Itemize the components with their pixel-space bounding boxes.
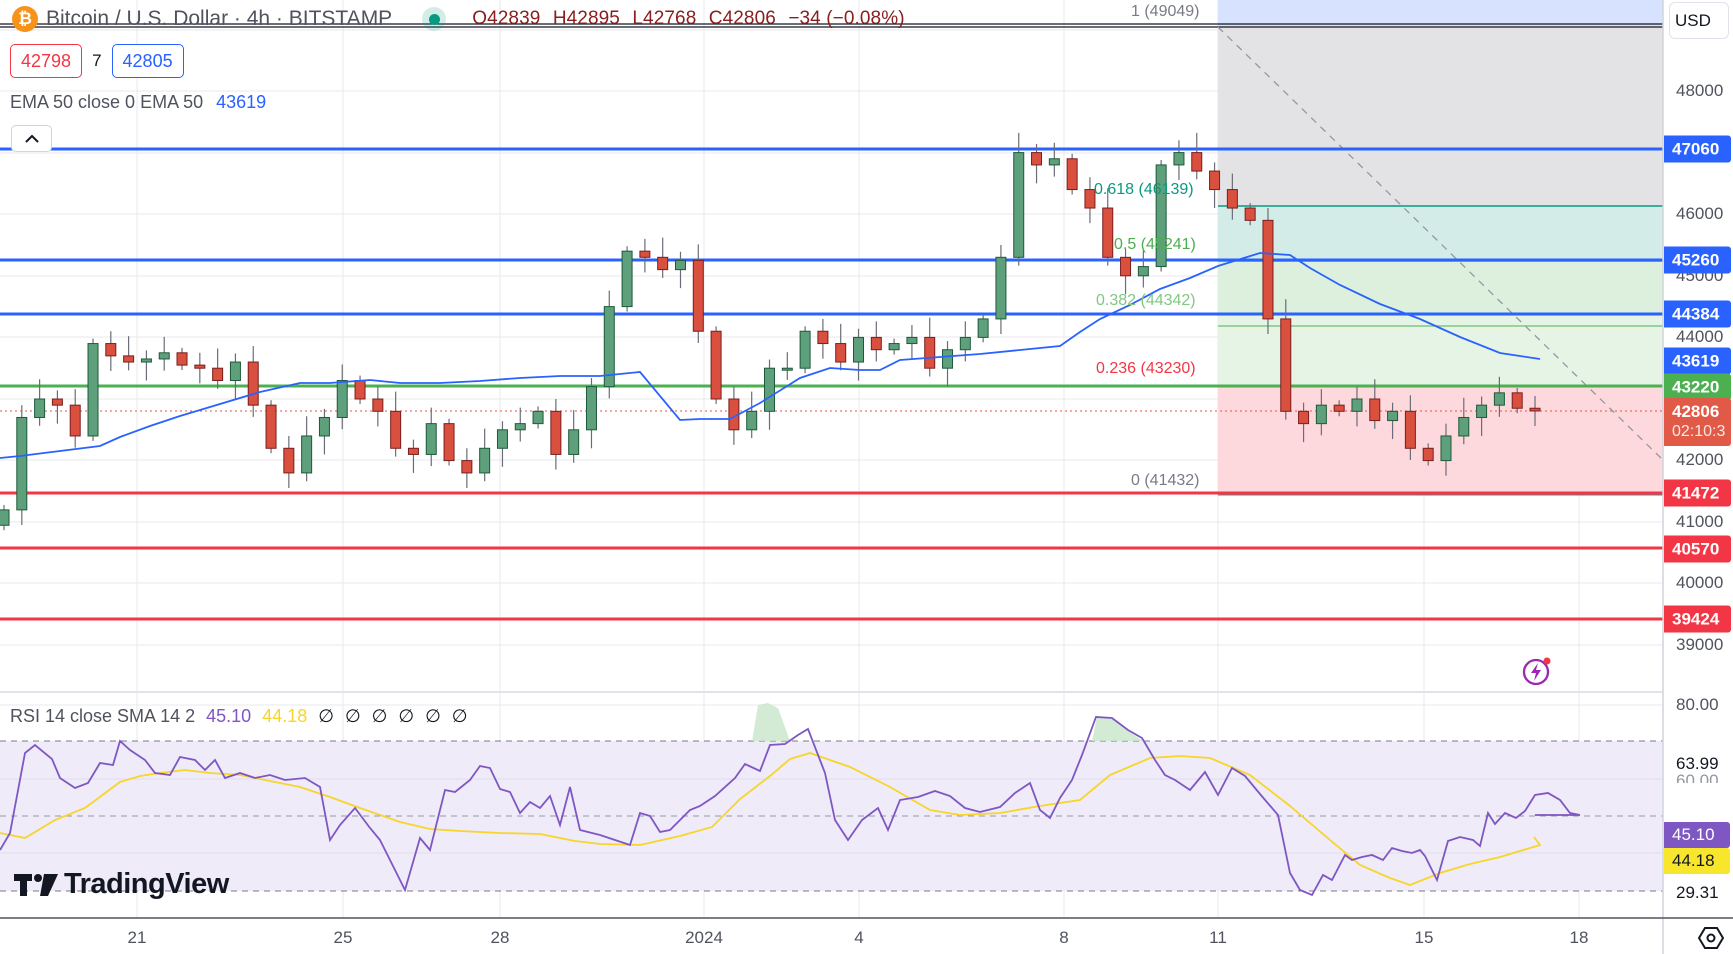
rsi-sma-line bbox=[0, 752, 1542, 886]
currency-selector[interactable]: USD bbox=[1669, 2, 1729, 39]
price-tick: 44000 bbox=[1676, 327, 1724, 346]
price-tick: 41000 bbox=[1676, 512, 1724, 531]
last-price-tag[interactable]: 42806 02:10:3 bbox=[1664, 398, 1731, 446]
time-tick: 15 bbox=[1414, 928, 1434, 947]
ema-legend-value: 43619 bbox=[216, 92, 267, 112]
rsi-legend[interactable]: RSI 14 close SMA 14 2 45.10 44.18 ∅ ∅ ∅ … bbox=[10, 706, 467, 727]
time-tick: 11 bbox=[1209, 928, 1227, 947]
tradingview-logo-icon bbox=[14, 873, 58, 896]
rsi-tick: 60.00 bbox=[1676, 771, 1719, 790]
time-tick: 8 bbox=[1059, 928, 1069, 947]
rsi-na-value: ∅ bbox=[425, 706, 441, 726]
price-tick: 39000 bbox=[1676, 635, 1724, 654]
ema-legend[interactable]: EMA 50 close 0 EMA 50 43619 bbox=[10, 92, 266, 113]
rsi-tick: 80.00 bbox=[1676, 695, 1719, 714]
rsi-value-tag[interactable]: 45.10 bbox=[1664, 822, 1730, 848]
rsi-legend-value: 45.10 bbox=[206, 706, 252, 726]
fib-level-0382: 0.382 (44342) bbox=[1096, 292, 1196, 309]
chart-settings-icon[interactable] bbox=[1698, 927, 1724, 949]
price-tick: 46000 bbox=[1676, 204, 1724, 223]
ohlc-low: L42768 bbox=[632, 8, 697, 29]
rsi-sma-value-tag[interactable]: 44.18 bbox=[1664, 848, 1730, 874]
rsi-na-value: ∅ bbox=[344, 706, 361, 726]
lightning-alert-icon[interactable] bbox=[1521, 655, 1553, 687]
ohlc-open: O42839 bbox=[472, 8, 541, 29]
rsi-pane[interactable] bbox=[0, 703, 1663, 897]
fib-level-0236: 0.236 (43230) bbox=[1096, 360, 1196, 377]
level-tag-39424[interactable]: 39424 bbox=[1664, 605, 1731, 633]
horizontal-levels[interactable] bbox=[0, 147, 1663, 621]
level-tag-43220[interactable]: 43220 bbox=[1664, 373, 1731, 401]
trade-buttons: 42798 7 42805 bbox=[10, 44, 184, 78]
chevron-up-icon bbox=[24, 134, 39, 143]
fibonacci-retracement[interactable] bbox=[0, 0, 1664, 496]
ema-tag[interactable]: 43619 bbox=[1664, 347, 1731, 375]
spread-value: 7 bbox=[92, 51, 102, 70]
last-price-value: 42806 bbox=[1672, 402, 1720, 421]
ohlc-change: −34 (−0.08%) bbox=[788, 8, 905, 29]
rsi-sma-legend-value: 44.18 bbox=[262, 706, 308, 726]
symbol-legend[interactable]: ₿ Bitcoin / U.S. Dollar · 4h · BITSTAMP … bbox=[12, 6, 912, 32]
tradingview-logo-text: TradingView bbox=[64, 868, 229, 900]
market-open-icon bbox=[422, 7, 447, 31]
rsi-legend-label: RSI 14 close SMA 14 2 bbox=[10, 706, 196, 726]
level-tag-41472[interactable]: 41472 bbox=[1664, 479, 1731, 507]
ohlc-close: C42806 bbox=[708, 8, 776, 29]
rsi-na-value: ∅ bbox=[398, 706, 415, 726]
price-tick: 40000 bbox=[1676, 573, 1724, 592]
tradingview-logo[interactable]: TradingView bbox=[14, 868, 229, 901]
bar-countdown: 02:10:3 bbox=[1672, 423, 1726, 440]
buy-button[interactable]: 42805 bbox=[111, 44, 184, 78]
fib-level-05: 0.5 (45241) bbox=[1114, 236, 1196, 253]
ema-legend-label: EMA 50 close 0 EMA 50 bbox=[10, 92, 204, 112]
candlestick-series[interactable] bbox=[0, 132, 1541, 531]
symbol-title[interactable]: Bitcoin / U.S. Dollar · 4h · BITSTAMP bbox=[46, 7, 393, 30]
rsi-line bbox=[0, 716, 1581, 897]
sell-button[interactable]: 42798 bbox=[10, 44, 83, 78]
time-tick: 28 bbox=[490, 928, 510, 947]
ohlc-high: H42895 bbox=[552, 8, 620, 29]
bitcoin-icon: ₿ bbox=[12, 6, 38, 32]
ohlc-values: O42839 H42895 L42768 C42806 −34 (−0.08%) bbox=[472, 8, 911, 30]
rsi-tick: 63.99 bbox=[1676, 754, 1719, 773]
time-tick: 2024 bbox=[685, 928, 723, 947]
rsi-na-value: ∅ bbox=[451, 706, 468, 726]
time-tick: 21 bbox=[127, 928, 147, 947]
fib-level-1: 1 (49049) bbox=[1131, 3, 1200, 20]
ema-50-line bbox=[0, 252, 1541, 459]
price-tick: 48000 bbox=[1676, 81, 1724, 100]
rsi-na-value: ∅ bbox=[371, 706, 388, 726]
fib-level-0: 0 (41432) bbox=[1131, 472, 1200, 489]
level-tag-45260[interactable]: 45260 bbox=[1664, 246, 1731, 274]
level-tag-47060[interactable]: 47060 bbox=[1664, 135, 1731, 163]
rsi-tick: 29.31 bbox=[1676, 883, 1719, 902]
fib-level-0618: 0.618 (46139) bbox=[1094, 181, 1194, 198]
time-tick: 18 bbox=[1569, 928, 1589, 947]
collapse-legend-button[interactable] bbox=[11, 125, 52, 152]
price-tick: 42000 bbox=[1676, 450, 1724, 469]
level-tag-40570[interactable]: 40570 bbox=[1664, 535, 1731, 563]
rsi-na-value: ∅ bbox=[318, 706, 334, 726]
time-tick: 25 bbox=[333, 928, 353, 947]
level-tag-44384[interactable]: 44384 bbox=[1664, 300, 1731, 328]
time-tick: 4 bbox=[854, 928, 864, 947]
